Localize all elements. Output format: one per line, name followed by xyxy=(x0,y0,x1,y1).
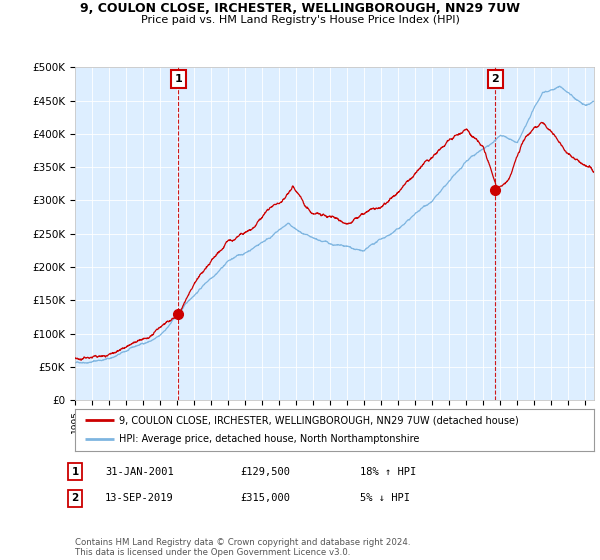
Text: 9, COULON CLOSE, IRCHESTER, WELLINGBOROUGH, NN29 7UW (detached house): 9, COULON CLOSE, IRCHESTER, WELLINGBOROU… xyxy=(119,415,519,425)
Text: £129,500: £129,500 xyxy=(240,466,290,477)
Text: 5% ↓ HPI: 5% ↓ HPI xyxy=(360,493,410,503)
Text: Price paid vs. HM Land Registry's House Price Index (HPI): Price paid vs. HM Land Registry's House … xyxy=(140,15,460,25)
Text: 31-JAN-2001: 31-JAN-2001 xyxy=(105,466,174,477)
Text: 1: 1 xyxy=(71,466,79,477)
Text: 13-SEP-2019: 13-SEP-2019 xyxy=(105,493,174,503)
Text: HPI: Average price, detached house, North Northamptonshire: HPI: Average price, detached house, Nort… xyxy=(119,435,419,445)
Text: £315,000: £315,000 xyxy=(240,493,290,503)
Text: 2: 2 xyxy=(71,493,79,503)
Text: 2: 2 xyxy=(491,74,499,84)
Text: Contains HM Land Registry data © Crown copyright and database right 2024.
This d: Contains HM Land Registry data © Crown c… xyxy=(75,538,410,557)
Text: 9, COULON CLOSE, IRCHESTER, WELLINGBOROUGH, NN29 7UW: 9, COULON CLOSE, IRCHESTER, WELLINGBOROU… xyxy=(80,2,520,15)
Text: 1: 1 xyxy=(175,74,182,84)
Text: 18% ↑ HPI: 18% ↑ HPI xyxy=(360,466,416,477)
